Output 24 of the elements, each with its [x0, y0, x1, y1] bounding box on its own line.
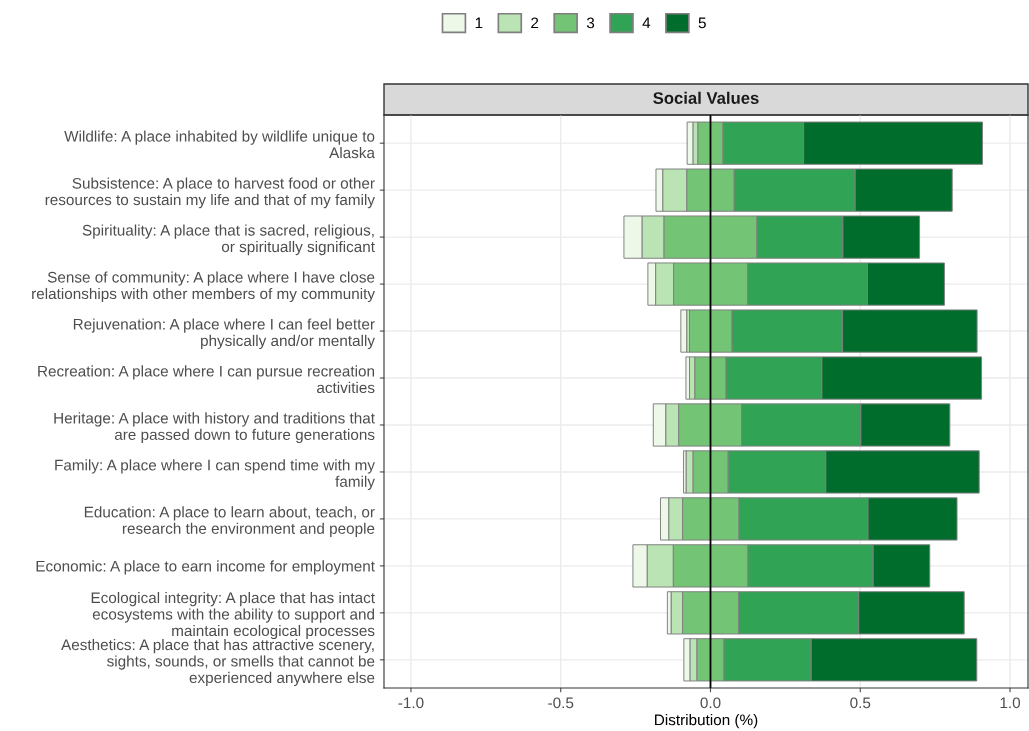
y-tick-label: Subsistence: A place to harvest food or other resources to sustain my life and that of my family — [45, 177, 375, 209]
x-axis-title: Distribution (%) — [655, 714, 758, 729]
legend-label: 2 — [531, 17, 539, 29]
x-tick-label: 0.0 — [700, 697, 721, 709]
x-tick-label: 0.5 — [850, 697, 871, 709]
legend-label: 4 — [642, 17, 651, 29]
legend-label: 1 — [475, 17, 483, 29]
y-tick-label: Rejuvenation: A place where I can feel better physically and/or mentally — [73, 318, 375, 350]
y-tick-label: Sense of community: A place where I have close relationships with other members of my community — [32, 271, 375, 303]
x-tick-label: -1.0 — [398, 697, 424, 709]
x-tick-label: 1.0 — [1000, 697, 1021, 709]
y-tick-label: Family: A place where I can spend time with my family — [55, 459, 375, 490]
y-tick-label: Economic: A place to earn income for employment — [36, 560, 375, 575]
x-tick-label: -0.5 — [548, 697, 574, 709]
y-tick-label: Ecological integrity: A place that has intact ecosystems with the ability to support and maintain ecological processes — [91, 591, 375, 640]
legend-label: 3 — [586, 17, 595, 29]
y-tick-label: Education: A place to learn about, teach, or research the environment and people — [84, 506, 375, 537]
y-tick-label: Wildlife: A place inhabited by wildlife unique to Alaska — [64, 130, 375, 159]
y-tick-label: Aesthetics: A place that has attractive scenery, sights, sounds, or smells that cannot be experienced anywhere else — [61, 638, 375, 687]
y-tick-label: Heritage: A place with history and traditions that are passed down to future generations — [54, 412, 375, 444]
y-tick-label: Recreation: A place where I can pursue recreation activities — [38, 365, 375, 394]
y-tick-label: Spirituality: A place that is sacred, religious, or spiritually significant — [82, 224, 375, 256]
legend-label: 5 — [698, 17, 706, 29]
chart-title: Social Values — [653, 91, 759, 104]
